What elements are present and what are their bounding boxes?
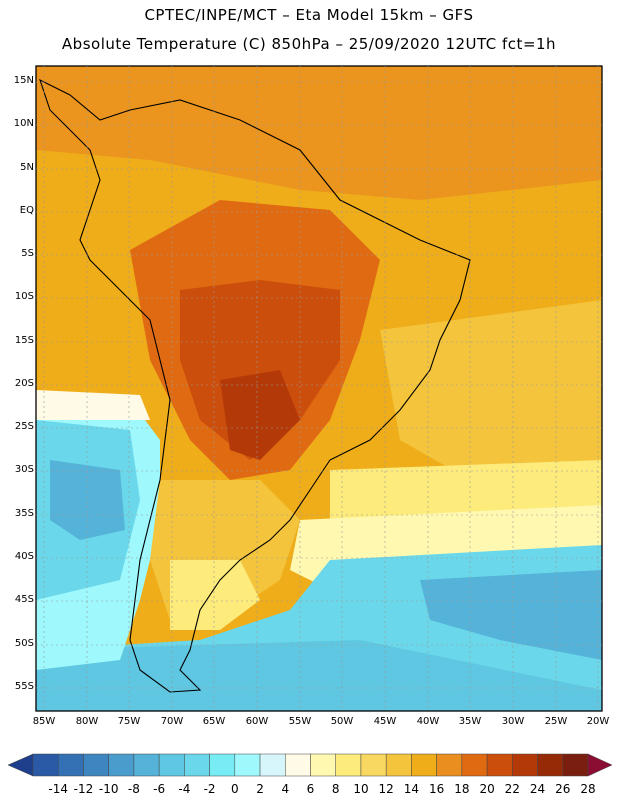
colorbar-swatch bbox=[108, 753, 135, 777]
colorbar-label: 12 bbox=[378, 782, 394, 796]
colorbar-label: 22 bbox=[504, 782, 520, 796]
lat-label: 25S bbox=[14, 421, 34, 432]
map-frame bbox=[35, 65, 603, 712]
colorbar-swatch bbox=[537, 753, 564, 777]
colorbar-swatch bbox=[285, 753, 311, 777]
lat-label: 55S bbox=[14, 681, 34, 692]
colorbar-label: -10 bbox=[98, 782, 119, 796]
map-title-line1: CPTEC/INPE/MCT – Eta Model 15km – GFS bbox=[144, 6, 474, 24]
colorbar-label: 4 bbox=[281, 782, 290, 796]
lat-label: 40S bbox=[14, 551, 34, 562]
colorbar-swatch bbox=[259, 753, 286, 777]
colorbar-label: 26 bbox=[555, 782, 571, 796]
colorbar-label: -12 bbox=[73, 782, 94, 796]
colorbar-swatch bbox=[32, 753, 59, 777]
colorbar-label: 10 bbox=[353, 782, 369, 796]
temperature-field bbox=[36, 66, 602, 711]
colorbar-swatch bbox=[158, 753, 185, 777]
lat-label: 10S bbox=[14, 291, 34, 302]
lon-label: 30W bbox=[501, 716, 525, 727]
colorbar-label: -14 bbox=[48, 782, 69, 796]
colorbar-swatch bbox=[360, 753, 387, 777]
colorbar-label: 2 bbox=[256, 782, 264, 796]
colorbar-swatch bbox=[411, 753, 437, 777]
lon-label: 20W bbox=[586, 716, 610, 727]
colorbar-swatch bbox=[57, 753, 84, 777]
lat-label: 5S bbox=[21, 248, 34, 259]
lon-label: 70W bbox=[160, 716, 184, 727]
colorbar-label: -6 bbox=[153, 782, 166, 796]
colorbar-label: 14 bbox=[403, 782, 420, 796]
colorbar-swatch bbox=[83, 753, 109, 777]
lon-label: 65W bbox=[202, 716, 226, 727]
colorbar-label: 24 bbox=[529, 782, 546, 796]
lat-label: 15S bbox=[14, 335, 34, 346]
colorbar-max-arrow bbox=[587, 753, 613, 777]
lat-label: 45S bbox=[14, 594, 34, 605]
colorbar-label: -2 bbox=[203, 782, 216, 796]
colorbar-min-arrow bbox=[7, 753, 34, 777]
colorbar-label: 8 bbox=[331, 782, 340, 796]
colorbar-label: 16 bbox=[428, 782, 445, 796]
lon-label: 45W bbox=[373, 716, 397, 727]
lat-label: 30S bbox=[14, 464, 34, 475]
lat-label: 10N bbox=[13, 118, 34, 129]
colorbar-swatch bbox=[310, 753, 336, 777]
colorbar-swatch bbox=[234, 753, 261, 777]
lon-label: 80W bbox=[75, 716, 99, 727]
coastline bbox=[39, 78, 471, 693]
lat-label: 20S bbox=[14, 378, 34, 389]
lon-label: 50W bbox=[330, 716, 354, 727]
colorbar-label: -4 bbox=[178, 782, 191, 796]
lon-label: 55W bbox=[288, 716, 312, 727]
colorbar-swatch bbox=[184, 753, 210, 777]
colorbar-swatch bbox=[133, 753, 160, 777]
map-title-line2: Absolute Temperature (C) 850hPa – 25/09/… bbox=[61, 35, 557, 53]
lat-label: 50S bbox=[14, 638, 34, 649]
colorbar-label: 0 bbox=[230, 782, 239, 796]
colorbar-label: 28 bbox=[580, 782, 596, 796]
lon-label: 60W bbox=[245, 716, 269, 727]
colorbar-swatch bbox=[209, 753, 236, 777]
lat-label: EQ bbox=[19, 205, 34, 216]
colorbar-label: 18 bbox=[454, 782, 470, 796]
colorbar-swatch bbox=[461, 753, 488, 777]
lon-label: 85W bbox=[32, 716, 56, 727]
colorbar-label: 6 bbox=[306, 782, 315, 796]
colorbar-swatch bbox=[385, 753, 412, 777]
lat-label: 35S bbox=[14, 508, 34, 519]
lat-label: 5N bbox=[20, 162, 34, 173]
lon-label: 40W bbox=[416, 716, 440, 727]
colorbar-swatch bbox=[436, 753, 463, 777]
lon-label: 75W bbox=[117, 716, 141, 727]
colorbar-swatch bbox=[512, 753, 538, 777]
colorbar-swatch bbox=[486, 753, 513, 777]
colorbar bbox=[7, 753, 613, 777]
colorbar-swatch bbox=[335, 753, 362, 777]
colorbar-label: 20 bbox=[479, 782, 495, 796]
colorbar-label: -8 bbox=[127, 782, 140, 796]
lat-label: 15N bbox=[13, 75, 34, 86]
lon-label: 25W bbox=[544, 716, 568, 727]
colorbar-swatch bbox=[562, 753, 589, 777]
lon-label: 35W bbox=[458, 716, 482, 727]
graticule bbox=[36, 66, 602, 711]
